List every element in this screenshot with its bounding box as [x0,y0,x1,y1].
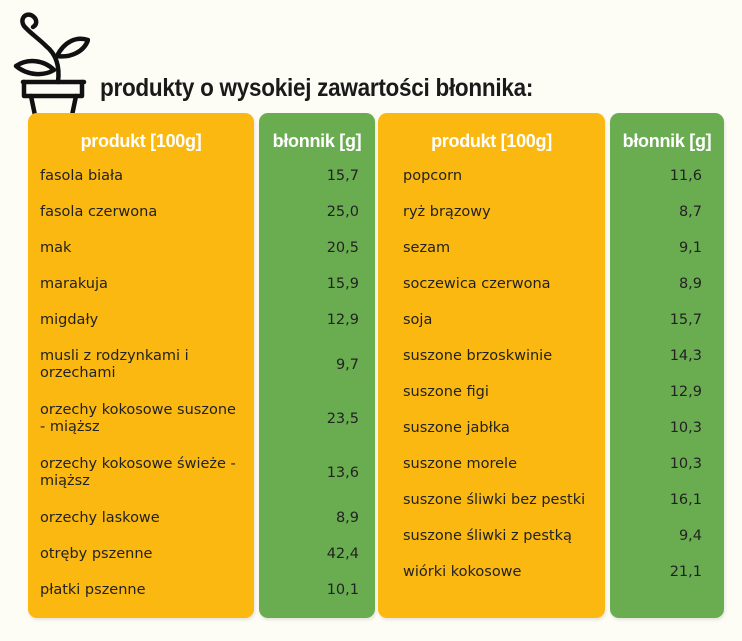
fiber-value: 16,1 [669,491,702,508]
table-row: suszone morele [403,455,518,472]
table-row: sezam [403,239,451,256]
table-row: suszone jabłka [403,419,510,436]
left-fiber-header: błonnik [g] [272,131,362,151]
fiber-value: 10,3 [669,419,702,436]
table-row: suszone śliwki z pestką [403,527,572,544]
fiber-value: 8,7 [678,203,702,220]
fiber-value: 12,9 [326,311,359,328]
right-product-column-bg [378,113,605,618]
fiber-value: 15,7 [326,167,359,184]
sprout-in-pot-icon [13,12,90,128]
fiber-value: 15,7 [669,311,702,328]
table-row: suszone śliwki bez pestki [403,491,586,508]
fiber-value: 42,4 [326,545,359,562]
fiber-value: 12,9 [669,383,702,400]
left-fiber-list: 15,7 25,0 20,5 15,9 12,9 9,7 23,5 13,6 8… [262,158,359,608]
fiber-value: 25,0 [326,203,359,220]
right-product-list: popcorn ryż brązowy sezam soczewica czer… [403,158,603,590]
left-fiber-column-bg [259,113,375,618]
table-row: mak [40,239,72,256]
left-product-list: fasola biała fasola czerwona mak marakuj… [40,158,245,608]
table-row: soja [403,311,433,328]
fiber-value: 9,4 [678,527,702,544]
right-fiber-list: 11,6 8,7 9,1 8,9 15,7 14,3 12,9 10,3 10,… [612,158,702,590]
table-row: ryż brązowy [403,203,491,220]
fiber-value: 13,6 [326,464,359,481]
right-product-header: produkt [100g] [431,131,552,151]
fiber-value: 10,1 [326,581,359,598]
left-product-column-bg [28,113,254,618]
fiber-value: 8,9 [335,509,359,526]
right-fiber-column-bg [610,113,724,618]
table-row: migdały [40,311,99,328]
table-row: fasola czerwona [40,203,158,220]
right-fiber-header: błonnik [g] [622,131,712,151]
left-product-header: produkt [100g] [80,131,202,151]
table-row: orzechy kokosowe świeże - miąższ [40,456,236,489]
table-row: popcorn [403,167,463,184]
fiber-value: 9,1 [678,239,702,256]
page-title: produkty o wysokiej zawartości błonnika: [100,74,534,102]
fiber-value: 15,9 [326,275,359,292]
table-row: orzechy laskowe [40,509,160,526]
table-row: musli z rodzynkami i orzechami [40,348,189,381]
table-row: soczewica czerwona [403,275,551,292]
fiber-value: 20,5 [326,239,359,256]
table-row: płatki pszenne [40,581,146,598]
table-row: suszone brzoskwinie [403,347,553,364]
table-row: orzechy kokosowe suszone - miąższ [40,402,236,435]
fiber-value: 9,7 [335,356,359,373]
fiber-value: 8,9 [678,275,702,292]
table-row: fasola biała [40,167,124,184]
table-row: otręby pszenne [40,545,153,562]
fiber-value: 10,3 [669,455,702,472]
table-row: suszone figi [403,383,489,400]
fiber-value: 23,5 [326,410,359,427]
fiber-value: 14,3 [669,347,702,364]
fiber-value: 11,6 [669,167,702,184]
table-row: marakuja [40,275,108,292]
fiber-value: 21,1 [669,563,702,580]
table-row: wiórki kokosowe [403,563,522,580]
